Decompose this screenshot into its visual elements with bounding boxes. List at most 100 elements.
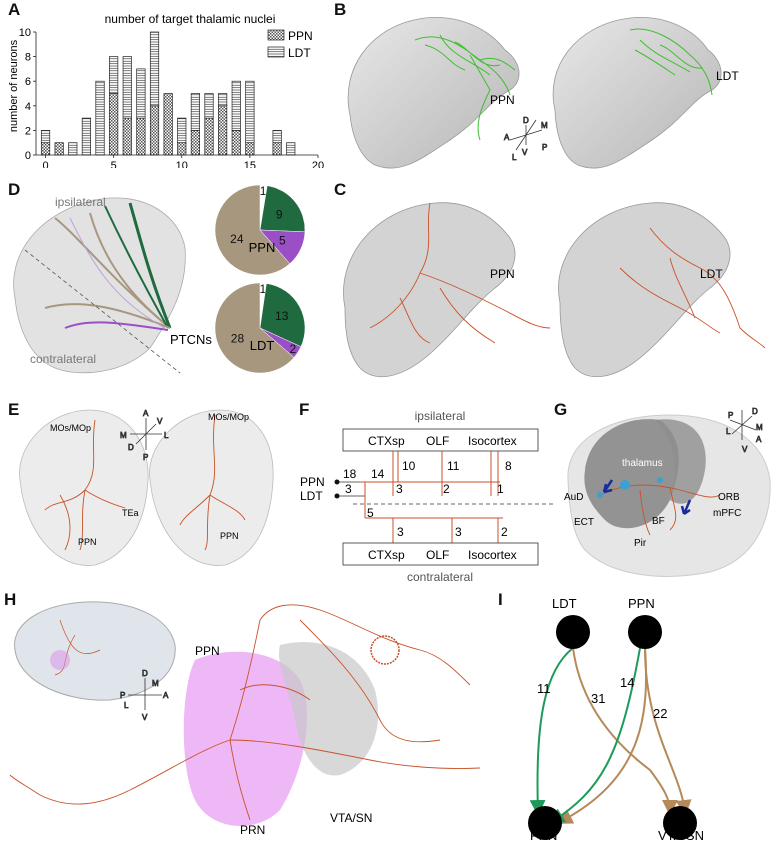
orientation-compass: D M P A L V (120, 669, 170, 723)
count: 10 (402, 459, 416, 473)
blue-terminals (597, 477, 663, 498)
svg-text:P: P (143, 453, 148, 462)
row-ldt: LDT (300, 489, 323, 503)
bar-ppn (231, 130, 241, 156)
bar-ldt (149, 31, 160, 107)
label-vta-sn: VTA/SN (330, 811, 372, 825)
svg-text:A: A (143, 409, 149, 418)
edge-count: 14 (620, 675, 634, 690)
target-ctxsp: CTXsp (368, 548, 405, 562)
svg-text:M: M (541, 121, 548, 130)
pie-slice-label: 5 (279, 234, 286, 248)
label-mos-mop: MOs/MOp (50, 423, 91, 433)
svg-text:D: D (128, 443, 134, 452)
svg-text:V: V (157, 417, 163, 426)
svg-text:A: A (504, 133, 510, 142)
chart-title: number of target thalamic nuclei (105, 12, 276, 26)
label-ipsilateral: ipsilateral (415, 409, 466, 423)
label-ppn: PPN (490, 267, 515, 281)
pie-slice-label: 1 (259, 282, 266, 296)
label-ppn: PPN (78, 537, 97, 547)
panel-f: F ipsilateral CTXsp OLF Isocortex PPN LD… (295, 400, 560, 585)
svg-text:D: D (752, 407, 758, 416)
svg-text:A: A (163, 691, 169, 700)
panel-b-letter: B (334, 0, 347, 19)
label-ipsilateral: ipsilateral (55, 195, 106, 209)
svg-text:V: V (142, 713, 148, 722)
bar-ldt (81, 117, 91, 156)
count: 11 (447, 459, 460, 473)
panel-d: D ipsilateral contralateral PTCNs 1 9 5 24 P… (0, 178, 320, 388)
panel-g: G thalamus AuD ECT BF Pir ORB mPFC P D M… (554, 400, 777, 585)
panel-e-letter: E (8, 400, 20, 419)
label-orb: ORB (718, 492, 740, 503)
svg-text:D: D (523, 116, 529, 125)
brain-shape (552, 16, 722, 169)
bar-ldt (245, 80, 255, 144)
pie-slice-label: 9 (276, 207, 283, 221)
y-tick-label: 8 (25, 52, 31, 64)
x-tick-label: 0 (42, 160, 48, 168)
vta-sn-shape (278, 642, 379, 776)
brain-shape (343, 202, 516, 377)
panel-d-letter: D (8, 180, 21, 199)
orange-axon-tracing (9, 604, 481, 821)
x-tick-label: 15 (244, 160, 256, 168)
pie-slice (259, 185, 306, 233)
panel-a-letter: A (8, 0, 21, 19)
target-box-ipsi (342, 428, 539, 452)
bar-ldt (177, 117, 187, 144)
brain-shape (149, 409, 274, 566)
label-thalamus: thalamus (622, 458, 663, 469)
count: 18 (343, 467, 357, 481)
orientation-compass: A V M L D P (120, 409, 170, 463)
panel-h: H PPN PRN VTA/SN D M P A L V (0, 590, 490, 843)
edge-count: 11 (537, 681, 551, 696)
label-mos-mop: MOs/MOp (208, 412, 249, 422)
label-bf: BF (652, 516, 665, 527)
panel-g-letter: G (554, 400, 568, 419)
bar-ldt (136, 68, 146, 119)
orientation-compass: P D M L A V (726, 407, 764, 455)
panel-b: B PPN LDT D A M L P V (330, 0, 777, 178)
edge-count: 22 (653, 706, 667, 721)
orange-axon-tracing (369, 202, 766, 349)
panel-c: C PPN LDT (320, 178, 777, 388)
bar-ldt (231, 80, 241, 131)
thalamus-shape (655, 419, 706, 504)
svg-text:M: M (120, 431, 127, 440)
bar-ppn (54, 142, 64, 156)
node-label-prn: PRN (530, 828, 557, 843)
node-label-ppn: PPN (628, 596, 655, 611)
projection-schematic: ipsilateral CTXsp OLF Isocortex PPN LDT … (300, 409, 553, 584)
label-ldt: LDT (716, 69, 739, 83)
svg-text:P: P (542, 143, 547, 152)
node-ldt (556, 615, 590, 649)
pie-name: LDT (250, 338, 275, 353)
bar-ppn (177, 142, 187, 156)
bar-ldt (68, 142, 78, 156)
green-axon-tracing (414, 28, 713, 141)
svg-text:D: D (142, 669, 148, 678)
bar-ppn (136, 117, 146, 156)
count: 2 (443, 482, 450, 496)
edge-count: 31 (591, 691, 605, 706)
y-tick-label: 2 (25, 125, 31, 137)
bar-ppn (204, 117, 214, 156)
brain-render-e: MOs/MOp MOs/MOp TEa PPN PPN A V M L D P (19, 409, 274, 566)
count: 3 (396, 482, 403, 496)
bar-ppn (190, 130, 200, 156)
orientation-compass: D A M L P V (504, 116, 549, 163)
y-tick-label: 6 (25, 76, 31, 88)
histogram-chart: number of target thalamic nuclei number … (8, 12, 324, 168)
svg-text:L: L (124, 701, 129, 710)
pie-name: PPN (249, 240, 276, 255)
row-ppn: PPN (300, 475, 325, 489)
count: 3 (455, 525, 462, 539)
thalamus-shape (584, 419, 679, 529)
label-tea: TEa (122, 508, 139, 518)
brain-render-d: ipsilateral contralateral PTCNs 19524PPN… (13, 184, 306, 374)
label-pir: Pir (634, 538, 647, 549)
legend-swatch (267, 29, 285, 41)
bar-ldt (272, 130, 282, 144)
